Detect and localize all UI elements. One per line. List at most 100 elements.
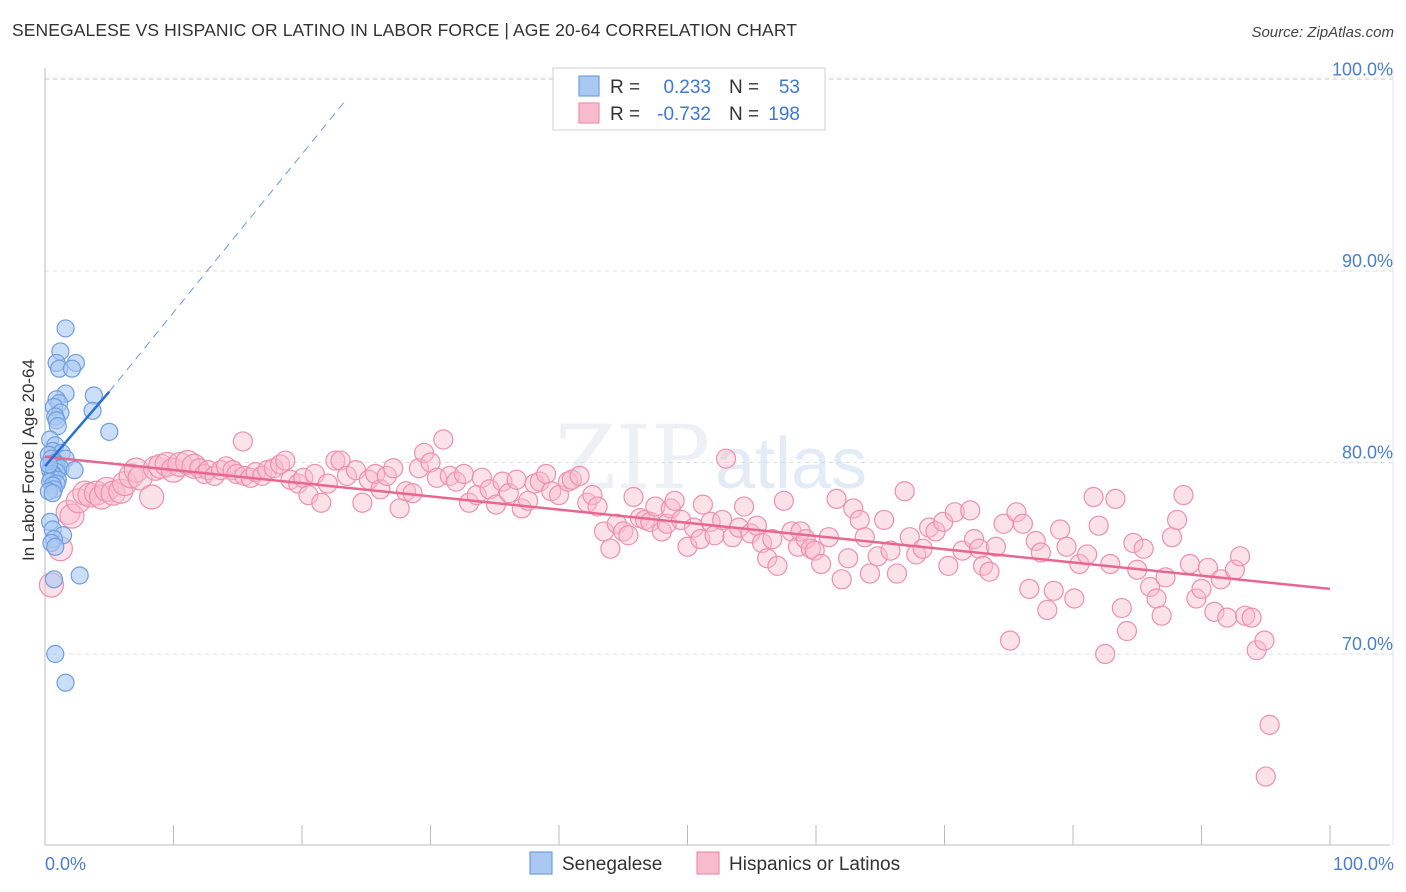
hispanic-point bbox=[471, 467, 492, 488]
hispanic-point bbox=[1151, 605, 1172, 626]
hispanic-point bbox=[587, 496, 608, 517]
hispanic-point bbox=[979, 561, 1000, 582]
hispanic-point bbox=[906, 544, 927, 565]
hispanic-point bbox=[1146, 588, 1167, 609]
y-axis-title: In Labor Force | Age 20-64 bbox=[19, 359, 38, 561]
hispanic-point bbox=[298, 484, 319, 506]
hispanic-point bbox=[1095, 643, 1116, 665]
hispanic-point bbox=[1241, 607, 1262, 628]
hispanic-point bbox=[963, 528, 985, 550]
bottom-legend-swatch-hispanic bbox=[696, 851, 720, 875]
hispanic-point bbox=[733, 496, 755, 517]
legend-n-label-1: N = bbox=[729, 77, 759, 98]
hispanic-point bbox=[1037, 599, 1058, 621]
senegalese-point bbox=[62, 359, 82, 378]
hispanic-point bbox=[569, 465, 590, 487]
hispanic-point bbox=[692, 494, 714, 515]
bottom-legend-senegalese: Senegalese bbox=[562, 854, 662, 875]
hispanic-point bbox=[426, 467, 448, 488]
hispanic-point bbox=[746, 515, 767, 536]
y-tick-label: 90.0% bbox=[1342, 251, 1393, 271]
gridlines bbox=[45, 68, 1394, 845]
legend-r-value-1: 0.233 bbox=[663, 77, 711, 98]
hispanic-point bbox=[859, 563, 881, 584]
hispanic-point bbox=[838, 548, 859, 569]
hispanic-point bbox=[831, 569, 852, 590]
hispanic-point bbox=[1254, 630, 1275, 651]
y-tick-label: 100.0% bbox=[1332, 60, 1393, 80]
hispanic-point bbox=[1191, 578, 1212, 599]
hispanic-point bbox=[389, 498, 410, 519]
hispanic-point bbox=[275, 450, 296, 471]
legend-swatch-senegalese bbox=[578, 75, 600, 97]
trend-lines bbox=[44, 98, 1331, 591]
senegalese-point bbox=[56, 319, 75, 338]
legend-n-value-1: 53 bbox=[779, 77, 800, 98]
hispanic-point bbox=[960, 500, 981, 521]
hispanic-point bbox=[804, 540, 825, 561]
hispanic-point bbox=[1105, 488, 1126, 509]
hispanic-point bbox=[600, 538, 621, 559]
hispanic-point bbox=[1043, 580, 1064, 601]
hispanic-point bbox=[894, 481, 915, 502]
hispanic-point bbox=[969, 538, 990, 559]
hispanic-point bbox=[479, 479, 500, 500]
hispanic-point bbox=[1064, 588, 1085, 609]
hispanic-point bbox=[972, 555, 994, 577]
hispanic-point bbox=[1088, 515, 1109, 536]
hispanic-point bbox=[854, 527, 875, 548]
hispanic-point bbox=[886, 563, 908, 584]
hispanic-point bbox=[1229, 546, 1251, 567]
watermark-atlas: atlas bbox=[715, 424, 867, 504]
hispanic-point bbox=[944, 502, 965, 523]
senegalese-trend-line bbox=[44, 390, 111, 468]
hispanic-point bbox=[1100, 553, 1121, 575]
hispanic-point bbox=[1173, 484, 1194, 506]
watermark-zip: ZIP bbox=[555, 406, 710, 509]
legend-swatch-hispanic bbox=[578, 102, 600, 124]
hispanic-point bbox=[1166, 509, 1188, 531]
hispanic-point bbox=[677, 536, 698, 557]
hispanic-point bbox=[849, 509, 870, 531]
senegalese-point bbox=[48, 417, 67, 436]
hispanic-point bbox=[811, 553, 832, 575]
senegalese-point bbox=[56, 673, 75, 692]
hispanic-point bbox=[311, 492, 332, 513]
bottom-legend: Senegalese Hispanics or Latinos bbox=[529, 851, 900, 875]
y-tick-label: 70.0% bbox=[1342, 634, 1393, 654]
senegalese-trend-extension bbox=[108, 98, 348, 392]
hispanic-point bbox=[623, 486, 644, 508]
hispanic-point bbox=[123, 457, 149, 483]
legend-n-value-2: 198 bbox=[768, 104, 800, 125]
hispanic-point bbox=[232, 431, 253, 452]
hispanic-point bbox=[1179, 553, 1201, 575]
hispanic-trend-line bbox=[44, 455, 1331, 591]
hispanic-point bbox=[1056, 536, 1077, 557]
hispanic-point bbox=[985, 536, 1007, 557]
hispanic-point bbox=[1161, 527, 1183, 548]
hispanic-point bbox=[420, 452, 441, 473]
hispanic-point bbox=[715, 448, 737, 469]
hispanic-point bbox=[843, 498, 864, 519]
hispanic-point bbox=[108, 478, 134, 504]
hispanic-point bbox=[458, 492, 480, 513]
hispanic-point bbox=[999, 630, 1021, 651]
legend-r-label-2: R = bbox=[610, 104, 640, 125]
hispanic-point bbox=[1077, 544, 1098, 565]
hispanic-point bbox=[536, 463, 557, 485]
hispanic-point bbox=[175, 449, 201, 476]
hispanic-point bbox=[1050, 519, 1071, 540]
senegalese-point bbox=[46, 537, 65, 556]
hispanic-point bbox=[1123, 532, 1144, 554]
hispanic-point bbox=[867, 546, 888, 567]
y-tick-label: 80.0% bbox=[1342, 443, 1393, 463]
senegalese-point bbox=[43, 484, 62, 503]
hispanic-point bbox=[645, 496, 666, 517]
hispanic-point bbox=[826, 488, 847, 509]
hispanic-point bbox=[383, 458, 404, 479]
hispanic-point bbox=[880, 540, 901, 561]
hispanic-point bbox=[139, 484, 165, 510]
hispanic-point bbox=[1133, 538, 1154, 559]
hispanic-point bbox=[874, 509, 895, 531]
hispanic-point bbox=[59, 503, 85, 529]
